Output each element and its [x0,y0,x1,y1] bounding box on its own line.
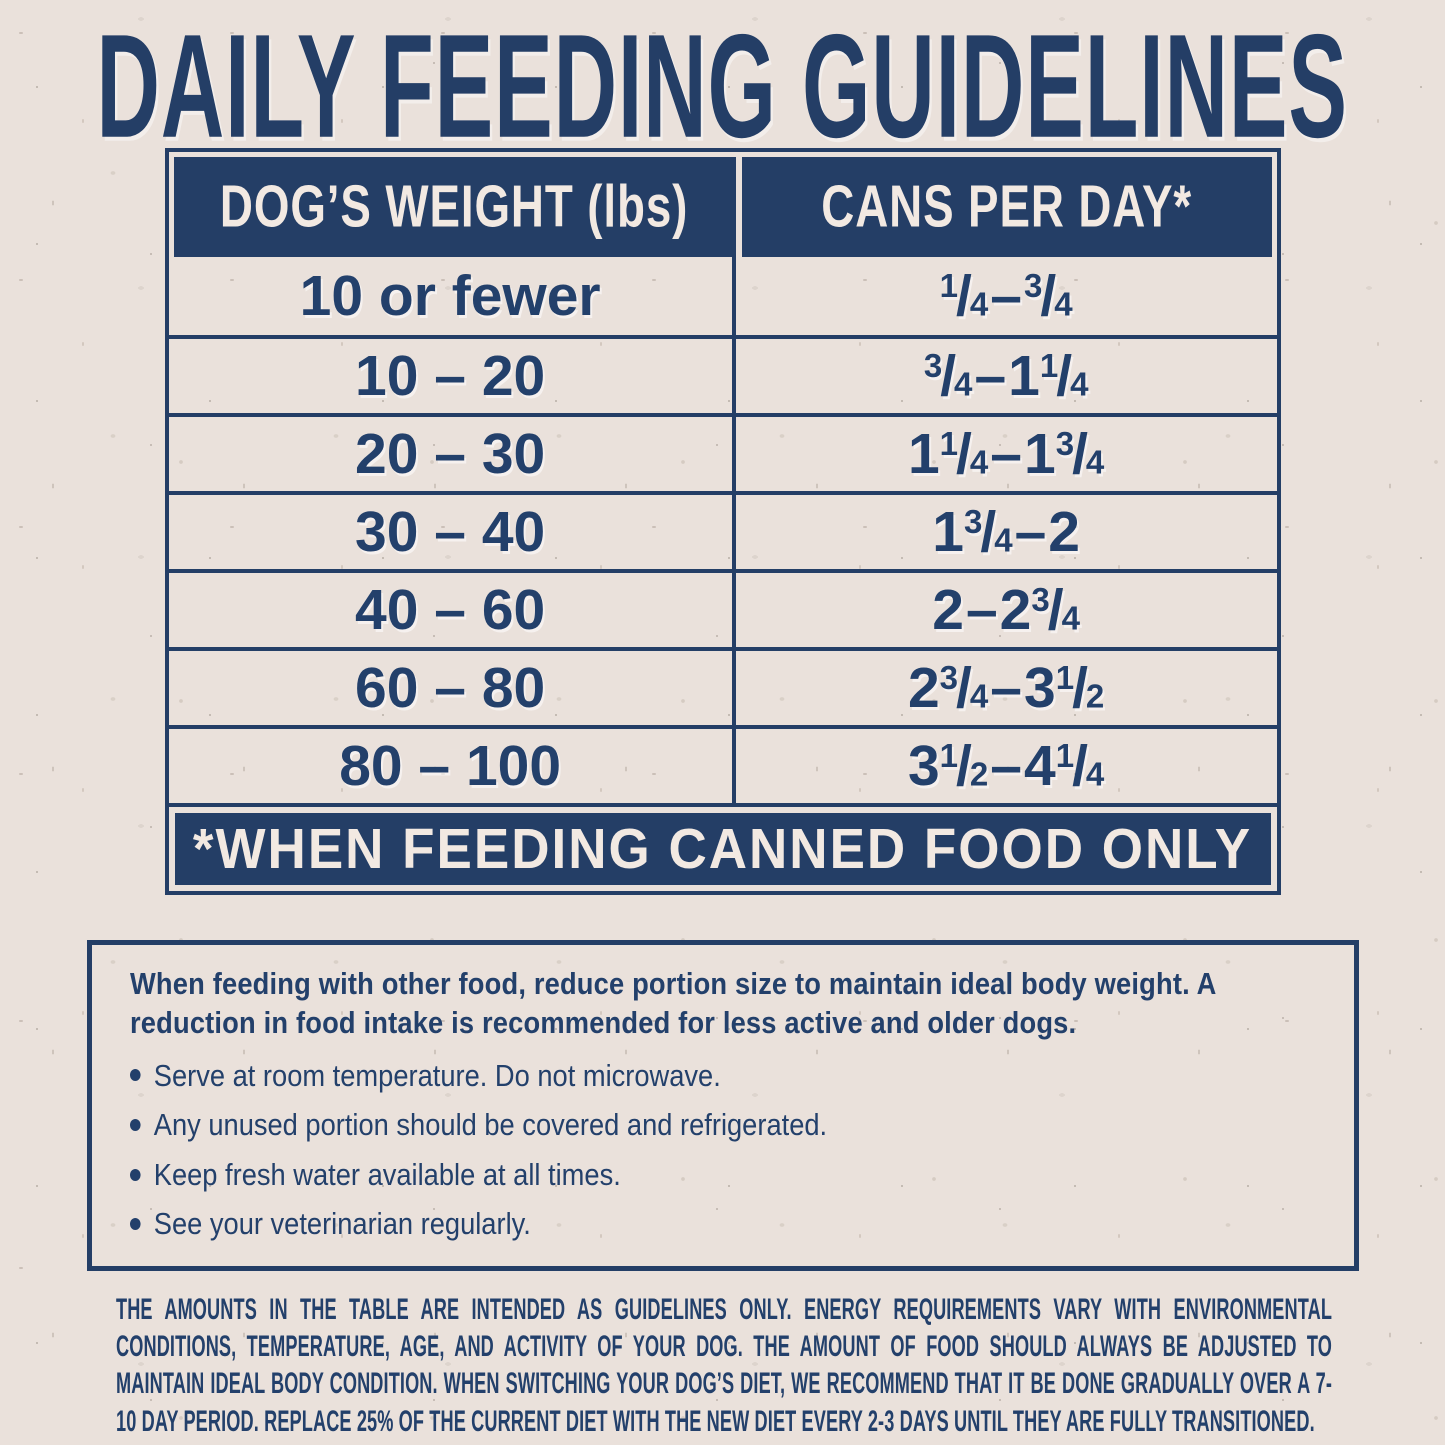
weight-cell: 20 – 30 [169,417,736,491]
table-header-cans: CANS PER DAY* [741,157,1272,257]
bullet-text: Serve at room temperature. Do not microw… [153,1057,721,1093]
table-row: 60 – 80 2 3/4 – 3 1/2 [168,647,1277,725]
weight-cell: 60 – 80 [169,651,736,725]
table-header-weight-label: DOG’S WEIGHT (lbs) [220,173,689,241]
page-title: DAILY FEEDING GUIDELINES [96,3,1349,169]
feeding-table: DOG’S WEIGHT (lbs) CANS PER DAY* 10 or f… [164,148,1281,895]
bullet-item: Any unused portion should be covered and… [129,1107,1309,1143]
table-body: 10 or fewer 1/4 – 3/4 10 – 20 3/4 – 1 1/4 20… [168,257,1277,807]
bullet-dot-icon [129,1069,141,1082]
cans-cell: 2 – 2 3/4 [932,578,1080,642]
table-row: 20 – 30 1 1/4 – 1 3/4 [168,413,1277,491]
notes-bullet-list: Serve at room temperature. Do not microw… [129,1057,1309,1243]
bullet-text: Any unused portion should be covered and… [153,1107,827,1143]
table-footnote-text: *WHEN FEEDING CANNED FOOD ONLY [192,817,1253,881]
bullet-dot-icon [129,1118,141,1131]
table-header-weight: DOG’S WEIGHT (lbs) [173,157,736,257]
notes-intro: When feeding with other food, reduce por… [129,966,1215,1040]
cans-cell: 1/4 – 3/4 [939,264,1073,328]
table-row: 10 or fewer 1/4 – 3/4 [169,257,1277,335]
table-row: 30 – 40 1 3/4 – 2 [168,491,1277,569]
cans-cell: 1 1/4 – 1 3/4 [907,422,1105,486]
table-header-cans-label: CANS PER DAY* [821,173,1193,241]
bullet-text: See your veterinarian regularly. [153,1206,531,1242]
cans-cell: 2 3/4 – 3 1/2 [907,656,1105,720]
table-footnote-bar: *WHEN FEEDING CANNED FOOD ONLY [174,813,1271,885]
table-row: 80 – 100 3 1/2 – 4 1/4 [168,725,1277,803]
bullet-item: See your veterinarian regularly. [129,1206,1309,1242]
weight-cell: 30 – 40 [169,495,736,569]
weight-cell: 10 or fewer [169,257,736,335]
bullet-dot-icon [129,1168,141,1181]
bullet-item: Keep fresh water available at all times. [129,1156,1309,1193]
bullet-text: Keep fresh water available at all times. [153,1156,621,1192]
cans-cell: 3/4 – 1 1/4 [923,344,1089,408]
title-section: DAILY FEEDING GUIDELINES [0,0,1445,169]
table-row: 40 – 60 2 – 2 3/4 [168,569,1277,647]
table-header-row: DOG’S WEIGHT (lbs) CANS PER DAY* [169,152,1277,257]
table-row: 10 – 20 3/4 – 1 1/4 [168,335,1277,413]
cans-cell: 1 3/4 – 2 [932,500,1080,564]
notes-box: When feeding with other food, reduce por… [86,940,1359,1272]
cans-cell: 3 1/2 – 4 1/4 [907,734,1105,798]
weight-cell: 80 – 100 [169,729,736,803]
fine-print: THE AMOUNTS IN THE TABLE ARE INTENDED AS… [116,1293,1333,1438]
bullet-item: Serve at room temperature. Do not microw… [129,1057,1309,1094]
notes-content: When feeding with other food, reduce por… [129,965,1309,1243]
weight-cell: 40 – 60 [169,573,736,647]
bullet-dot-icon [129,1218,141,1231]
weight-cell: 10 – 20 [169,339,736,413]
